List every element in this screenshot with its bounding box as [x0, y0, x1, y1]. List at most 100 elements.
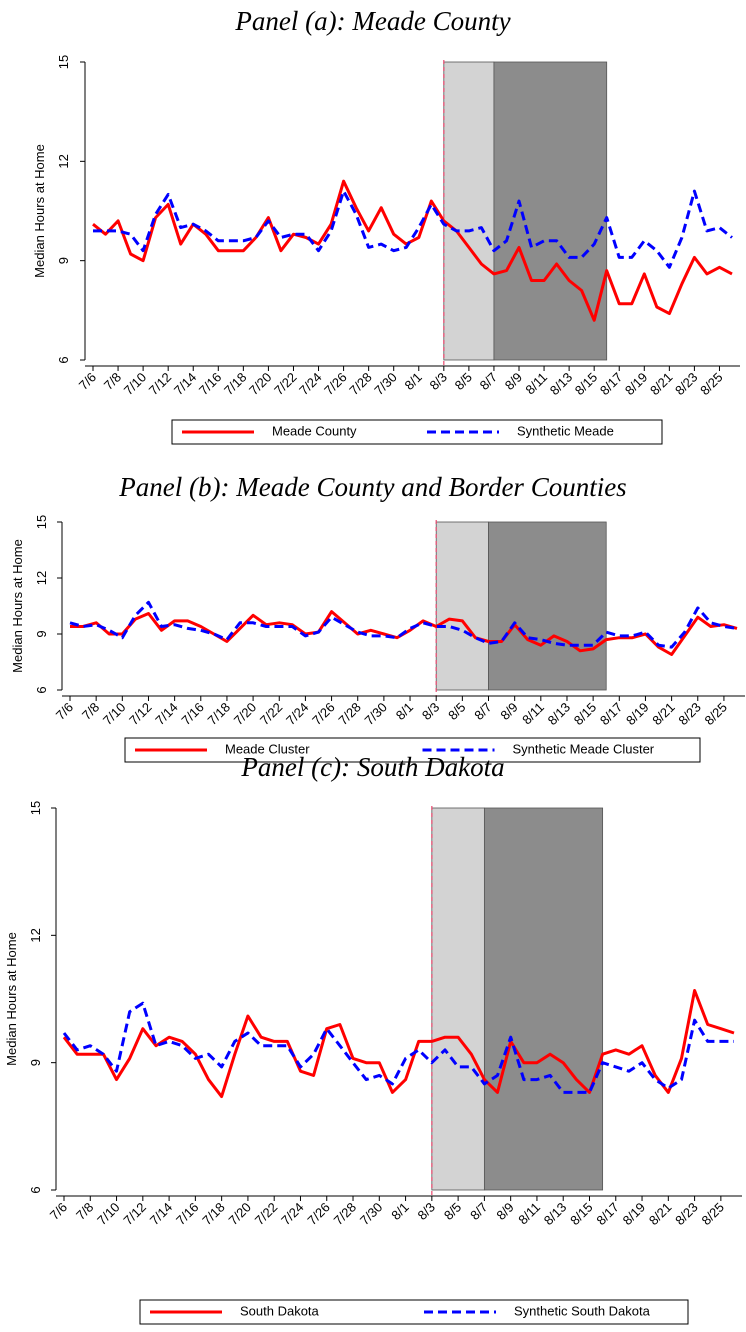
x-tick-label: 8/9 — [497, 700, 520, 723]
shaded-period — [443, 61, 495, 361]
x-tick-label: 8/15 — [572, 370, 601, 399]
panel: Panel (c): South Dakota 6 9 12 15 Median Hour… — [4, 752, 742, 1325]
x-tick-label: 8/23 — [672, 1200, 701, 1229]
x-tick-label: 8/13 — [547, 370, 576, 399]
x-tick-label: 8/17 — [597, 370, 626, 399]
x-tick-label: 8/21 — [647, 370, 676, 399]
x-tick-label: 8/1 — [401, 370, 424, 393]
x-tick-label: 7/22 — [257, 700, 286, 729]
panel-title: Panel (b): Meade County and Border Count… — [118, 472, 626, 502]
x-tick-label: 8/3 — [427, 370, 450, 393]
x-tick-label: 8/11 — [519, 700, 547, 728]
y-tick-label: 6 — [28, 1186, 43, 1193]
x-tick-label: 7/26 — [321, 370, 350, 399]
panel-title: Panel (c): South Dakota — [240, 752, 504, 782]
panel: Panel (a): Meade County 6 9 12 15 Median Hour… — [32, 6, 740, 445]
legend-label: Synthetic Meade — [517, 423, 614, 438]
x-tick-label: 8/23 — [675, 700, 704, 729]
x-tick-label: 8/1 — [393, 700, 416, 723]
x-tick-label: 8/19 — [623, 700, 652, 729]
x-tick-label: 7/18 — [205, 700, 234, 729]
legend-box — [139, 1299, 689, 1325]
x-tick-label: 7/20 — [246, 370, 275, 399]
x-tick-label: 7/8 — [101, 370, 124, 393]
y-axis-label: Median Hours at Home — [10, 539, 25, 673]
y-tick-label: 6 — [34, 686, 49, 693]
x-tick-label: 7/16 — [178, 700, 207, 729]
x-tick-label: 7/16 — [173, 1200, 202, 1229]
y-tick-label: 6 — [56, 356, 71, 363]
shaded-period — [493, 61, 608, 361]
legend-label: Meade County — [272, 423, 357, 438]
shaded-period — [435, 521, 489, 691]
series-line — [93, 189, 733, 269]
legend-label: Synthetic South Dakota — [514, 1303, 651, 1318]
x-tick-label: 8/13 — [541, 1200, 570, 1229]
x-tick-label: 8/5 — [441, 1200, 464, 1223]
x-tick-label: 7/14 — [147, 1200, 176, 1229]
x-tick-label: 7/6 — [76, 370, 99, 393]
x-tick-label: 8/7 — [467, 1200, 490, 1223]
series-line — [62, 989, 735, 1099]
x-tick-label: 8/19 — [622, 370, 651, 399]
x-tick-label: 7/10 — [121, 370, 150, 399]
x-tick-label: 7/28 — [331, 1200, 360, 1229]
x-tick-label: 7/10 — [100, 700, 129, 729]
legend-label: Meade Cluster — [225, 741, 310, 756]
y-axis-label: Median Hours at Home — [32, 144, 47, 278]
x-tick-label: 7/12 — [146, 370, 175, 399]
legend-box — [124, 737, 701, 763]
series-line — [62, 1001, 734, 1094]
x-tick-label: 7/30 — [361, 700, 390, 729]
x-tick-label: 8/17 — [593, 1200, 622, 1229]
x-tick-label: 8/5 — [445, 700, 468, 723]
x-tick-label: 8/1 — [388, 1200, 411, 1223]
x-tick-label: 7/8 — [79, 700, 102, 723]
x-tick-label: 7/12 — [120, 1200, 149, 1229]
y-tick-label: 15 — [34, 515, 49, 529]
x-tick-label: 8/15 — [571, 700, 600, 729]
x-tick-label: 8/13 — [545, 700, 574, 729]
x-tick-label: 8/7 — [471, 700, 494, 723]
x-tick-label: 8/3 — [415, 1200, 438, 1223]
y-tick-label: 9 — [34, 630, 49, 637]
x-tick-label: 7/26 — [304, 1200, 333, 1229]
shaded-period — [483, 807, 604, 1191]
legend-label: Synthetic Meade Cluster — [513, 741, 655, 756]
x-tick-label: 8/15 — [567, 1200, 596, 1229]
y-tick-label: 9 — [28, 1059, 43, 1066]
x-tick-label: 8/9 — [493, 1200, 516, 1223]
x-tick-label: 7/30 — [357, 1200, 386, 1229]
x-tick-label: 7/16 — [196, 370, 225, 399]
series-line — [69, 600, 738, 649]
legend-label: South Dakota — [240, 1303, 320, 1318]
series-line — [92, 179, 733, 322]
y-tick-label: 12 — [34, 571, 49, 585]
x-tick-label: 8/21 — [646, 1200, 675, 1229]
y-tick-label: 15 — [56, 55, 71, 69]
y-tick-label: 12 — [56, 154, 71, 168]
y-tick-label: 12 — [28, 928, 43, 942]
panel-title: Panel (a): Meade County — [234, 6, 510, 36]
x-tick-label: 8/17 — [597, 700, 626, 729]
x-tick-label: 7/22 — [252, 1200, 281, 1229]
x-tick-label: 8/7 — [477, 370, 500, 393]
x-tick-label: 7/6 — [47, 1200, 70, 1223]
y-tick-label: 15 — [28, 801, 43, 815]
x-tick-label: 8/23 — [672, 370, 701, 399]
x-tick-label: 8/21 — [649, 700, 678, 729]
shaded-period — [488, 521, 607, 691]
x-tick-label: 8/19 — [620, 1200, 649, 1229]
x-tick-label: 7/18 — [199, 1200, 228, 1229]
x-tick-label: 7/8 — [73, 1200, 96, 1223]
x-tick-label: 7/20 — [226, 1200, 255, 1229]
x-tick-label: 7/24 — [278, 1200, 307, 1229]
x-tick-label: 7/10 — [94, 1200, 123, 1229]
x-tick-label: 8/9 — [502, 370, 525, 393]
x-tick-label: 8/11 — [522, 370, 550, 398]
x-tick-label: 7/22 — [271, 370, 300, 399]
x-tick-label: 7/6 — [53, 700, 76, 723]
x-tick-label: 7/14 — [152, 700, 181, 729]
x-tick-label: 7/14 — [171, 370, 200, 399]
